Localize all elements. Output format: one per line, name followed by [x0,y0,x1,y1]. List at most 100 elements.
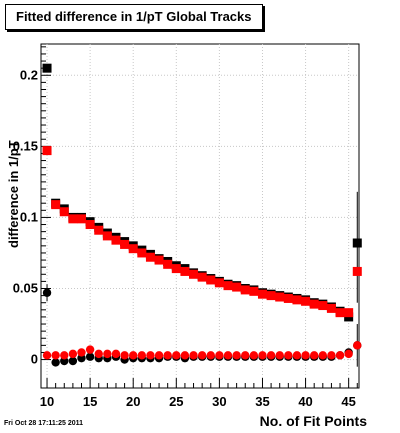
data-point-circle [301,351,310,360]
data-point-square [301,296,311,306]
y-tick-label: 0.2 [20,67,38,82]
data-point-square [266,291,276,301]
data-point-square [232,282,242,292]
data-point-circle [318,351,328,360]
data-point-circle [335,351,345,360]
data-point-circle [215,351,224,360]
x-tick-label: 15 [83,394,97,409]
data-point-square [223,281,233,291]
data-point-square [111,235,121,245]
data-point-square [102,231,112,241]
data-point-circle [85,352,95,361]
data-point-square [240,285,250,295]
data-point-circle [42,351,52,360]
data-point-square [326,303,336,313]
data-point-circle [249,351,259,360]
data-point-square [189,269,199,279]
data-marks [42,63,362,367]
x-tick-label: 45 [341,394,355,409]
y-tick-label: 0 [31,352,38,367]
data-point-square [206,275,216,285]
plot-frame [40,43,360,389]
data-point-circle [284,351,293,360]
data-point-square [171,264,181,274]
y-tick-label: 0.15 [13,138,38,153]
data-point-square [163,259,173,269]
data-point-circle [327,351,336,360]
data-point-square [318,301,328,311]
data-point-circle [241,351,250,360]
data-point-circle [275,351,284,360]
data-point-circle [68,349,78,359]
data-point-square [42,146,52,156]
data-point-circle [189,351,198,360]
data-point-square [85,220,95,230]
x-axis-label: No. of Fit Points [260,413,368,429]
data-point-circle [137,351,147,360]
data-point-circle [163,351,172,360]
data-point-square [94,225,104,235]
data-point-square [292,295,302,305]
x-tick-label: 35 [255,394,269,409]
data-point-square [335,308,345,318]
data-point-square [249,286,259,296]
x-tick-label: 30 [212,394,226,409]
data-point-circle [120,351,129,360]
data-point-square [42,63,52,73]
chart-title-text: Fitted difference in 1/pT Global Tracks [16,9,252,24]
data-point-square [275,292,285,302]
data-point-circle [223,351,233,360]
chart-title: Fitted difference in 1/pT Global Tracks [5,4,263,30]
data-point-circle [103,349,112,359]
x-tick-label: 10 [40,394,54,409]
data-point-square [51,200,61,210]
data-point-circle [197,351,207,360]
data-point-circle [309,351,319,360]
data-point-circle [42,288,52,297]
data-point-circle [68,356,78,366]
axes: 10 15 20 25 30 35 40 45 0 0.05 0.1 0.15 0.2 [13,46,358,409]
y-tick-label: 0.1 [20,209,38,224]
timestamp-footer: Fri Oct 28 17:11:25 2011 [4,420,83,427]
data-point-circle [154,351,164,360]
data-point-square [145,252,155,262]
data-point-square [344,308,354,318]
data-point-square [120,239,130,249]
data-point-square [154,255,164,265]
data-point-circle [180,351,190,360]
data-point-circle [232,351,241,360]
data-point-square [59,207,69,217]
data-point-circle [353,341,362,350]
data-point-circle [146,351,155,360]
data-point-circle [111,349,121,359]
data-point-circle [51,351,60,360]
y-axis-label: difference in 1/pT [6,140,21,248]
data-point-circle [129,351,138,360]
data-point-square [352,266,362,276]
x-tick-label: 40 [298,394,312,409]
y-tick-label: 0.05 [13,280,38,295]
data-point-square [283,293,293,303]
data-point-square [180,266,190,276]
data-point-circle [51,358,60,367]
data-point-circle [172,351,181,360]
data-point-square [128,244,138,254]
x-tick-label: 25 [169,394,183,409]
data-point-square [197,272,207,282]
data-point-square [68,214,78,224]
data-point-circle [60,351,69,360]
data-point-circle [344,349,353,359]
data-point-circle [77,348,86,357]
data-point-square [257,289,267,299]
x-tick-label: 20 [126,394,140,409]
data-point-circle [266,351,276,360]
data-point-circle [206,351,215,360]
data-point-square [352,238,362,248]
data-point-square [77,214,87,224]
data-point-square [137,248,147,258]
data-point-circle [258,351,267,360]
data-point-square [214,278,224,288]
data-point-circle [85,345,95,354]
data-point-circle [292,351,302,360]
